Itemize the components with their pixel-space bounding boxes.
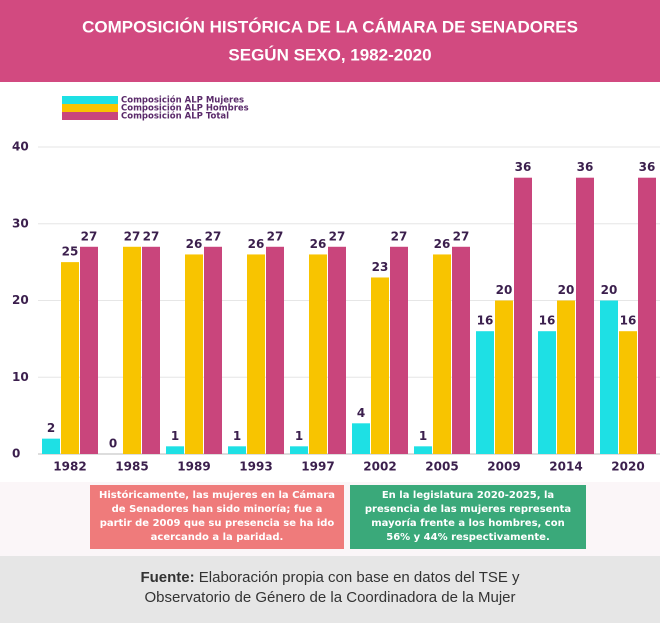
y-tick-label: 0 xyxy=(12,447,20,461)
data-label: 27 xyxy=(81,229,98,243)
x-tick-label: 1989 xyxy=(177,460,210,474)
data-label: 1 xyxy=(171,429,179,443)
bar xyxy=(266,246,284,454)
bar xyxy=(538,331,556,454)
bar xyxy=(619,331,637,454)
data-label: 26 xyxy=(434,237,451,251)
data-label: 1 xyxy=(419,429,427,443)
data-label: 27 xyxy=(267,229,284,243)
data-label: 36 xyxy=(639,160,656,174)
bar xyxy=(352,423,370,454)
x-tick-label: 1997 xyxy=(301,460,334,474)
bar xyxy=(166,446,184,454)
bar xyxy=(390,246,408,454)
data-label: 20 xyxy=(601,283,618,297)
source-footer: Fuente: Elaboración propia con base en d… xyxy=(0,556,660,623)
bar xyxy=(142,246,160,454)
data-label: 27 xyxy=(124,229,141,243)
data-label: 26 xyxy=(186,237,203,251)
x-tick-label: 1993 xyxy=(239,460,272,474)
legend-swatch xyxy=(62,112,118,120)
x-tick-label: 1985 xyxy=(115,460,148,474)
data-label: 27 xyxy=(143,229,160,243)
x-tick-label: 1982 xyxy=(53,460,86,474)
data-label: 20 xyxy=(558,283,575,297)
data-label: 27 xyxy=(205,229,222,243)
data-label: 27 xyxy=(391,229,408,243)
data-label: 16 xyxy=(620,314,637,328)
bar xyxy=(476,331,494,454)
data-label: 26 xyxy=(310,237,327,251)
x-tick-label: 2005 xyxy=(425,460,458,474)
x-tick-label: 2020 xyxy=(611,460,644,474)
bar xyxy=(414,446,432,454)
data-label: 1 xyxy=(295,429,303,443)
bar xyxy=(638,177,656,454)
bar xyxy=(576,177,594,454)
bar xyxy=(290,446,308,454)
chart-subtitle: SEGÚN SEXO, 1982-2020 xyxy=(228,45,431,64)
legend-label: Composición ALP Total xyxy=(121,111,229,122)
data-label: 4 xyxy=(357,406,365,420)
bar xyxy=(600,300,618,454)
y-tick-label: 20 xyxy=(12,293,29,307)
bar xyxy=(495,300,513,454)
bar xyxy=(514,177,532,454)
chart-title: COMPOSICIÓN HISTÓRICA DE LA CÁMARA DE SE… xyxy=(82,17,578,36)
legend-swatch xyxy=(62,96,118,104)
bar xyxy=(452,246,470,454)
data-label: 20 xyxy=(496,283,513,297)
y-tick-label: 30 xyxy=(12,216,29,230)
data-label: 0 xyxy=(109,437,117,451)
bar xyxy=(328,246,346,454)
source-text: Elaboración propia con base en datos del… xyxy=(144,569,520,606)
y-tick-label: 40 xyxy=(12,140,29,154)
bar xyxy=(247,254,265,454)
bar xyxy=(61,262,79,454)
legend-swatch xyxy=(62,104,118,112)
data-label: 25 xyxy=(62,245,79,259)
annotation-box: En la legislatura 2020-2025, la presenci… xyxy=(350,485,586,549)
annotation-box: Históricamente, las mujeres en la Cámara… xyxy=(90,485,344,549)
legend-label: Composición ALP Mujeres xyxy=(121,95,244,106)
bar xyxy=(123,246,141,454)
bar xyxy=(185,254,203,454)
data-label: 27 xyxy=(329,229,346,243)
data-label: 26 xyxy=(248,237,265,251)
data-label: 27 xyxy=(453,229,470,243)
bar xyxy=(309,254,327,454)
x-tick-label: 2009 xyxy=(487,460,520,474)
bar xyxy=(228,446,246,454)
x-tick-label: 2002 xyxy=(363,460,396,474)
header-band xyxy=(0,0,660,82)
bar xyxy=(371,277,389,454)
bar xyxy=(433,254,451,454)
bar xyxy=(204,246,222,454)
legend-label: Composición ALP Hombres xyxy=(121,103,249,114)
data-label: 1 xyxy=(233,429,241,443)
data-label: 36 xyxy=(577,160,594,174)
y-tick-label: 10 xyxy=(12,370,29,384)
bar xyxy=(557,300,575,454)
x-tick-label: 2014 xyxy=(549,460,582,474)
data-label: 2 xyxy=(47,421,55,435)
data-label: 16 xyxy=(477,314,494,328)
bar xyxy=(42,438,60,454)
source-label: Fuente: xyxy=(140,569,195,586)
bar xyxy=(80,246,98,454)
data-label: 16 xyxy=(539,314,556,328)
data-label: 36 xyxy=(515,160,532,174)
data-label: 23 xyxy=(372,260,389,274)
